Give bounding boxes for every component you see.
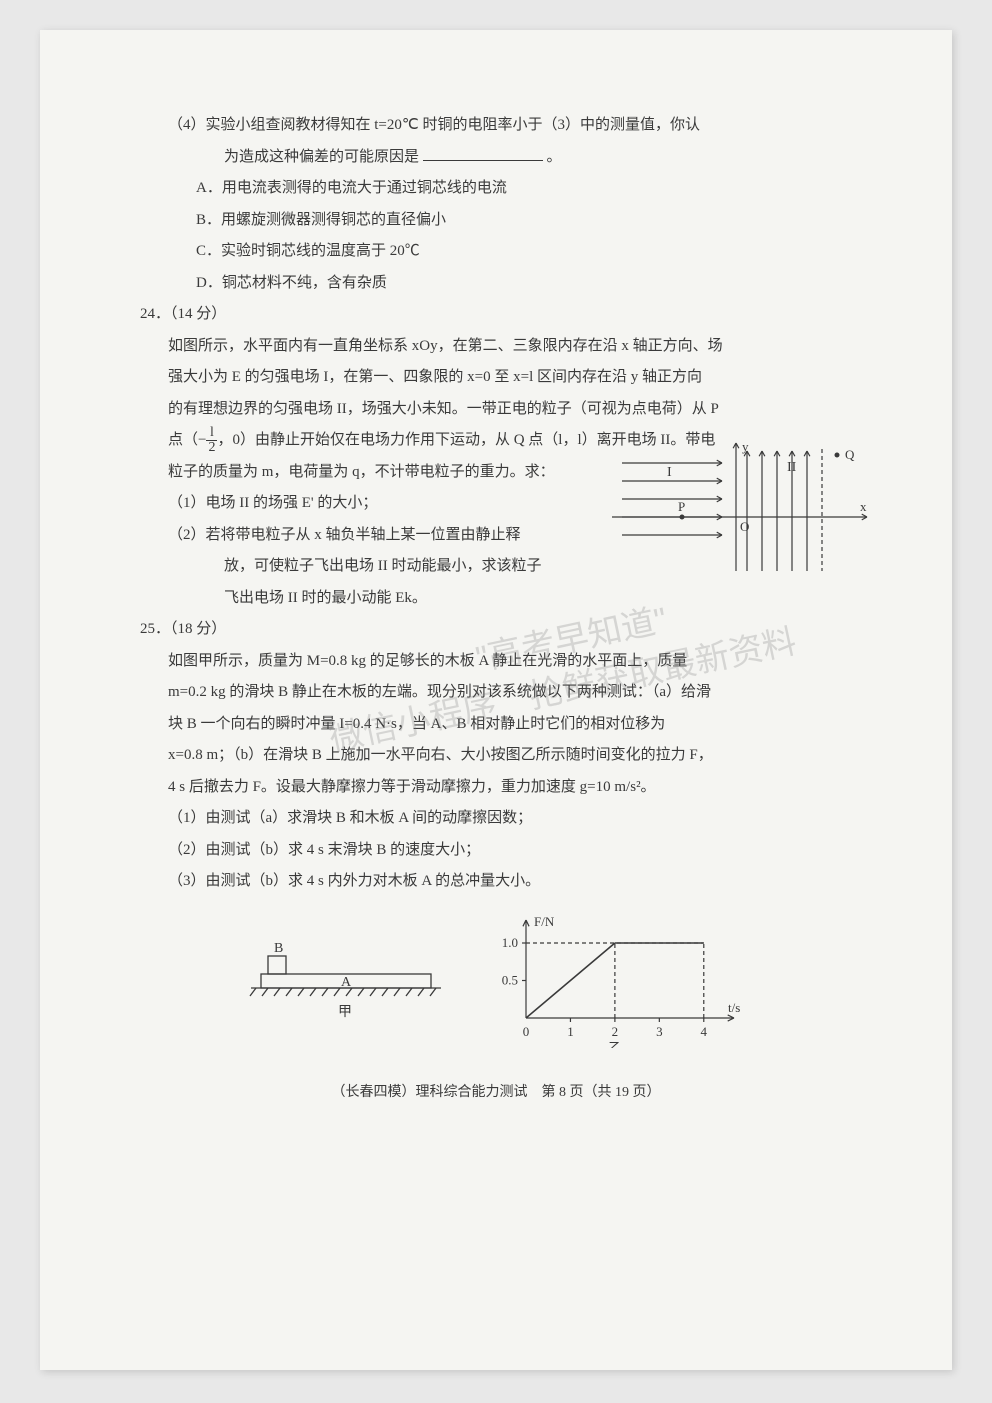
svg-text:P: P (678, 499, 685, 514)
q23-4-option-c: C．实验时铜芯线的温度高于 20℃ (140, 236, 852, 268)
fig-jia-svg: B A甲 (246, 908, 446, 1028)
svg-text:x: x (860, 499, 867, 514)
q23-4-stem-line2-wrap: 为造成这种偏差的可能原因是 。 (140, 142, 852, 174)
svg-text:0.5: 0.5 (502, 972, 518, 987)
svg-text:0: 0 (523, 1024, 530, 1039)
svg-text:y: y (742, 441, 749, 454)
svg-text:1.0: 1.0 (502, 935, 518, 950)
q24-p5: 粒子的质量为 m，电荷量为 q，不计带电粒子的重力。求： (140, 457, 570, 489)
q23-4-stem-end: 。 (547, 149, 562, 165)
svg-text:3: 3 (656, 1024, 663, 1039)
q25-figure-jia: B A甲 (246, 908, 446, 1028)
svg-text:B: B (274, 941, 283, 956)
q24-s2c: 飞出电场 II 时的最小动能 Ek。 (140, 583, 852, 615)
q25-figure-yi: 0.5 1.0 0 1 2 3 4 F/N t/s 乙 (486, 908, 746, 1048)
q25-figures: B A甲 0.5 1.0 0 1 2 3 4 F/N t/s 乙 (140, 908, 852, 1048)
q25-s1: （1）由测试（a）求滑块 B 和木板 A 间的动摩擦因数； (140, 803, 852, 835)
q23-4-option-d: D．铜芯材料不纯，含有杂质 (140, 268, 852, 300)
svg-text:甲: 甲 (338, 1005, 352, 1020)
q25-p5: 4 s 后撤去力 F。设最大静摩擦力等于滑动摩擦力，重力加速度 g=10 m/s… (140, 772, 852, 804)
q24-p4a: 点（− (168, 432, 206, 448)
exam-page: （4）实验小组查阅教材得知在 t=20℃ 时铜的电阻率小于（3）中的测量值，你认… (40, 30, 952, 1370)
q24-body: 如图所示，水平面内有一直角坐标系 xOy，在第二、三象限内存在沿 x 轴正方向、… (140, 331, 852, 615)
q23-4-stem-line2: 为造成这种偏差的可能原因是 (224, 149, 419, 165)
svg-text:I: I (667, 465, 672, 480)
frac-num: l (206, 426, 217, 441)
svg-text:1: 1 (567, 1024, 574, 1039)
q23-4-option-a: A．用电流表测得的电流大于通过铜芯线的电流 (140, 173, 852, 205)
q25-s3: （3）由测试（b）求 4 s 内外力对木板 A 的总冲量大小。 (140, 866, 852, 898)
q23-4-option-b: B．用螺旋测微器测得铜芯的直径偏小 (140, 205, 852, 237)
svg-text:2: 2 (612, 1024, 619, 1039)
q23-4-stem: （4）实验小组查阅教材得知在 t=20℃ 时铜的电阻率小于（3）中的测量值，你认 (140, 110, 852, 142)
q23-4-stem-line1: （4）实验小组查阅教材得知在 t=20℃ 时铜的电阻率小于（3）中的测量值，你认 (168, 117, 700, 133)
q24-figure: IIIPOQxy (612, 441, 872, 581)
svg-text:4: 4 (701, 1024, 708, 1039)
svg-text:乙: 乙 (608, 1040, 621, 1048)
q24-p2: 强大小为 E 的匀强电场 I，在第一、四象限的 x=0 至 x=l 区间内存在沿… (140, 362, 852, 394)
q24-svg: IIIPOQxy (612, 441, 872, 581)
q25-number: 25．（18 分） (140, 614, 852, 646)
q24-number: 24．（14 分） (140, 299, 852, 331)
fig-yi-svg: 0.5 1.0 0 1 2 3 4 F/N t/s 乙 (486, 908, 746, 1048)
q25-p4: x=0.8 m；（b）在滑块 B 上施加一水平向右、大小按图乙所示随时间变化的拉… (140, 740, 852, 772)
q24-p1: 如图所示，水平面内有一直角坐标系 xOy，在第二、三象限内存在沿 x 轴正方向、… (140, 331, 852, 363)
svg-text:O: O (740, 519, 749, 534)
svg-text:F/N: F/N (534, 914, 555, 929)
q24-p3: 的有理想边界的匀强电场 II，场强大小未知。一带正电的粒子（可视为点电荷）从 P (140, 394, 852, 426)
q25-p1: 如图甲所示，质量为 M=0.8 kg 的足够长的木板 A 静止在光滑的水平面上，… (140, 646, 852, 678)
svg-text:Q: Q (845, 447, 855, 462)
svg-text:t/s: t/s (728, 1000, 740, 1015)
q25-p3: 块 B 一个向右的瞬时冲量 I=0.4 N·s，当 A、B 相对静止时它们的相对… (140, 709, 852, 741)
q25-p2: m=0.2 kg 的滑块 B 静止在木板的左端。现分别对该系统做以下两种测试：（… (140, 677, 852, 709)
page-footer: （长春四模）理科综合能力测试 第 8 页（共 19 页） (140, 1078, 852, 1107)
frac-den: 2 (206, 441, 217, 455)
q25-s2: （2）由测试（b）求 4 s 末滑块 B 的速度大小； (140, 835, 852, 867)
answer-blank (423, 146, 543, 161)
q24-s2: （2）若将带电粒子从 x 轴负半轴上某一位置由静止释 (140, 520, 580, 552)
svg-text:A: A (341, 975, 352, 990)
svg-text:II: II (787, 460, 797, 475)
fraction: l2 (206, 426, 217, 455)
